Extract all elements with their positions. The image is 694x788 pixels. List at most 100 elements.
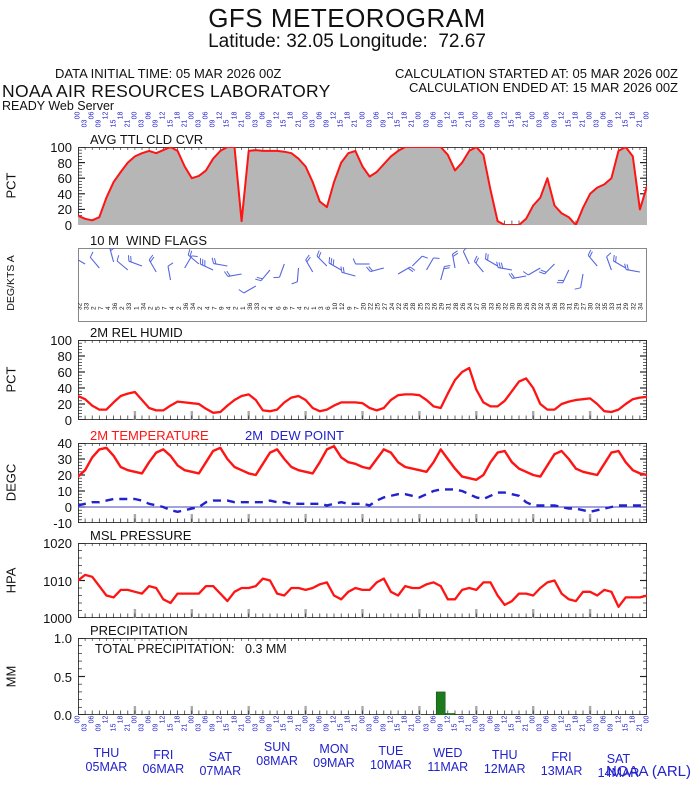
hour-label: 00 — [643, 111, 651, 120]
hour-label: 09 — [323, 723, 331, 732]
y-tick-label: -10 — [53, 516, 72, 531]
y-tick-label: 1.0 — [53, 631, 72, 646]
wind-direction-value: 3 — [318, 306, 325, 310]
wind-direction-value: 31 — [616, 302, 623, 310]
hour-label: 12 — [501, 111, 509, 120]
hour-label: 00 — [245, 715, 253, 724]
hour-label: 03 — [309, 119, 317, 128]
hour-label: 09 — [380, 723, 388, 732]
wind-direction-value: 22 — [368, 302, 375, 310]
wind-direction-value: 34 — [545, 302, 552, 310]
wind-direction-value: 27 — [382, 302, 389, 310]
hour-label: 03 — [479, 119, 487, 128]
y-tick-label: 40 — [57, 186, 72, 202]
hour-label: 15 — [508, 723, 516, 732]
wind-direction-value: 2 — [261, 306, 268, 310]
wind-barb — [462, 248, 470, 265]
wind-direction-value: 32 — [503, 302, 510, 310]
wind-direction-value: 7 — [162, 306, 169, 310]
hour-label: 09 — [551, 723, 558, 732]
day-label-date: 13MAR — [540, 763, 583, 778]
hour-label: 21 — [124, 119, 132, 128]
wind-barb — [340, 266, 356, 277]
wind-direction-value: 27 — [581, 302, 588, 310]
hour-label: 18 — [287, 111, 295, 120]
y-tick-label: 80 — [57, 349, 72, 364]
hour-label: 18 — [572, 111, 580, 120]
y-tick-label: 40 — [57, 436, 72, 451]
wind-barb — [366, 266, 384, 273]
wind-direction-numbers: 32 33 2 7 4 36 2 33 1 34 2 5 7 4 2 36 34 2 4 7 9 4 2 1 36 33 2 4 6 9 7… — [78, 302, 644, 310]
axis-ticks — [78, 638, 647, 715]
y-tick-label: 20 — [57, 397, 72, 412]
day-label: SAT 14MAR — [587, 752, 651, 780]
hour-label: 09 — [266, 723, 274, 732]
hour-label: 06 — [373, 111, 381, 120]
wind-direction-value: 5 — [155, 306, 162, 310]
hour-label: 15 — [565, 723, 573, 732]
wind-direction-value: 36 — [247, 302, 254, 310]
wind-barb — [508, 272, 527, 279]
10-m-wind-flags-panel-frame — [78, 248, 647, 322]
hour-label: 09 — [494, 119, 502, 128]
panel-title: AVG TTL CLD CVR — [90, 132, 204, 147]
hour-label: 03 — [195, 119, 203, 128]
wind-barb — [574, 273, 584, 290]
y-tick-label: 1020 — [43, 536, 72, 551]
hour-label: 00 — [74, 715, 82, 724]
wind-barb — [485, 252, 498, 267]
precipitation-bar — [435, 691, 446, 715]
wind-barb — [556, 269, 570, 284]
hour-label: 15 — [167, 119, 174, 128]
hour-label: 21 — [351, 723, 359, 732]
day-label-dow: SAT — [606, 752, 631, 766]
wind-direction-value: 30 — [588, 302, 595, 310]
wind-direction-value: 7 — [290, 306, 297, 310]
hour-label: 21 — [579, 119, 587, 128]
cloud-cover-line — [78, 147, 647, 225]
hour-label: 12 — [501, 715, 509, 724]
hour-label: 21 — [636, 119, 644, 128]
hour-label: 06 — [202, 715, 210, 724]
hour-label: 06 — [259, 111, 267, 120]
hour-label: 15 — [223, 723, 231, 732]
hour-label: 00 — [415, 111, 423, 120]
wind-direction-value: 7 — [353, 306, 360, 310]
hour-label: 12 — [615, 111, 622, 120]
wind-direction-value: 28 — [517, 302, 524, 310]
hour-label: 15 — [451, 119, 459, 128]
hour-label: 12 — [159, 715, 167, 724]
y-axis-unit-label: HPA — [3, 567, 19, 593]
wind-direction-value: 2 — [233, 306, 240, 310]
cloud-cover-fill — [78, 147, 647, 225]
y-tick-label: 20 — [57, 202, 72, 218]
calculation-started: CALCULATION STARTED AT: 05 MAR 2026 00Z — [395, 66, 678, 81]
hour-label: 12 — [558, 715, 566, 724]
hour-label: 06 — [259, 715, 267, 724]
wind-direction-value: 6 — [275, 306, 282, 310]
hour-label: 09 — [437, 723, 445, 732]
wind-direction-value: 24 — [467, 302, 474, 310]
wind-direction-value: 6 — [325, 306, 332, 310]
temperature-series-label: 2M TEMPERATURE — [90, 428, 209, 443]
hour-label: 21 — [238, 119, 246, 128]
day-label: TUE 10MAR — [359, 744, 423, 772]
day-label-dow: SUN — [263, 740, 291, 754]
wind-direction-value: 35 — [495, 302, 502, 310]
day-label-date: 10MAR — [370, 757, 412, 772]
precipitation-chart — [78, 638, 647, 715]
wind-barb — [411, 255, 428, 267]
hour-label: 15 — [167, 723, 174, 732]
wind-direction-value: 1 — [240, 306, 247, 310]
calculation-ended: CALCULATION ENDED AT: 15 MAR 2026 00Z — [408, 80, 678, 95]
wind-direction-value: 33 — [254, 302, 261, 310]
day-label-date: 14MAR — [597, 765, 640, 780]
day-label: SUN 08MAR — [245, 740, 309, 768]
page-subtitle: Latitude: 32.05 Longitude: 72.67 — [208, 31, 486, 52]
wind-barb — [255, 269, 271, 282]
day-label: FRI 06MAR — [131, 748, 195, 776]
rel-humidity-line — [78, 366, 647, 414]
axis-ticks — [78, 443, 647, 523]
wind-direction-value: 28 — [453, 302, 460, 310]
wind-direction-value: 4 — [105, 306, 112, 310]
